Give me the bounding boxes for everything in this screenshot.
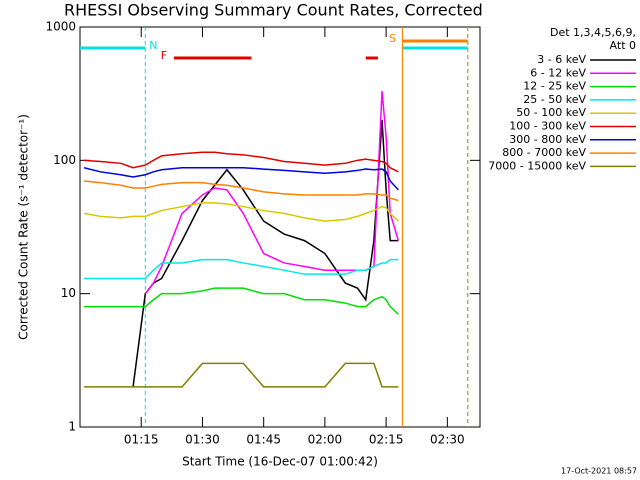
series-line xyxy=(84,287,399,315)
x-tick-label: 01:15 xyxy=(124,433,159,447)
plot-frame xyxy=(79,26,481,428)
legend-label: 25 - 50 keV xyxy=(523,93,586,106)
legend-label: 100 - 300 keV xyxy=(509,120,586,133)
legend-header: Att 0 xyxy=(610,39,636,52)
series-line xyxy=(83,202,399,222)
flag-label: F xyxy=(161,49,167,62)
legend-label: 50 - 100 keV xyxy=(516,106,586,119)
legend-label: 7000 - 15000 keV xyxy=(488,159,586,172)
series-line xyxy=(83,166,399,191)
flag-label: S xyxy=(389,32,396,45)
flag-label: N xyxy=(149,39,157,52)
legend-label: 3 - 6 keV xyxy=(537,53,586,66)
x-tick-label: 01:30 xyxy=(185,433,220,447)
x-tick-label: 02:15 xyxy=(369,433,404,447)
x-tick-label: 02:30 xyxy=(430,433,465,447)
series-line xyxy=(84,258,399,280)
series-line xyxy=(84,180,399,202)
footer-date: 17-Oct-2021 08:57 xyxy=(561,467,637,476)
series-line xyxy=(84,362,399,388)
legend-header: Det 1,3,4,5,6,9, xyxy=(550,26,636,39)
y-tick-label: 10 xyxy=(61,286,76,300)
y-tick-label: 1000 xyxy=(45,20,76,34)
x-tick-label: 01:45 xyxy=(246,433,281,447)
series-line xyxy=(84,151,399,173)
y-axis-label: Corrected Count Rate (s⁻¹ detector⁻¹) xyxy=(17,114,31,340)
y-tick-label: 1 xyxy=(68,420,76,434)
legend-label: 6 - 12 keV xyxy=(530,66,586,79)
y-tick-label: 100 xyxy=(53,153,76,167)
chart-title: RHESSI Observing Summary Count Rates, Co… xyxy=(64,1,483,20)
series-line xyxy=(144,91,400,295)
legend-label: 800 - 7000 keV xyxy=(502,146,586,159)
x-axis-label: Start Time (16-Dec-07 01:00:42) xyxy=(182,455,378,469)
x-tick-label: 02:00 xyxy=(308,433,343,447)
legend-label: 12 - 25 keV xyxy=(523,80,586,93)
legend-label: 300 - 800 keV xyxy=(509,133,586,146)
